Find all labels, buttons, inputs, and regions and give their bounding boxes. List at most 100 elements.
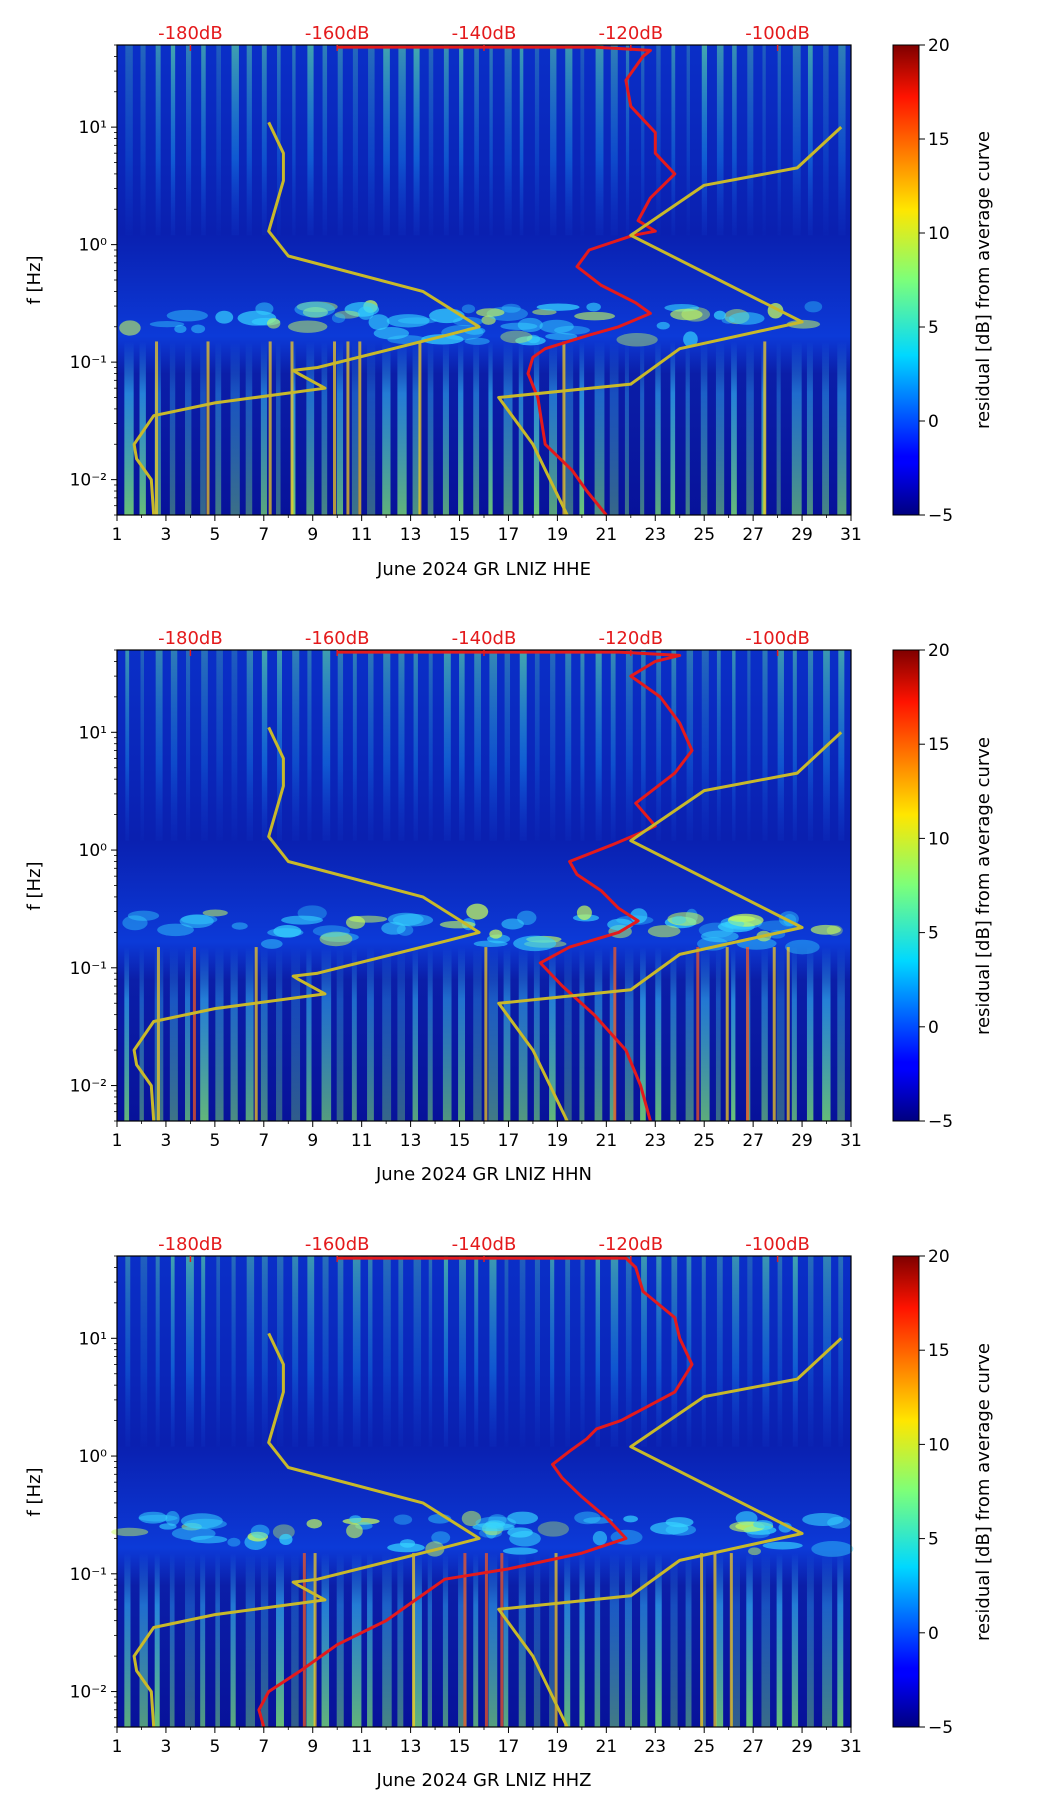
stripe-high: [716, 45, 724, 236]
microseism-blob: [346, 1523, 363, 1539]
stripe-low: [685, 947, 694, 1121]
microseism-blob: [138, 1511, 168, 1524]
x-tick-label: 9: [307, 1131, 318, 1151]
stripe-high: [807, 650, 814, 841]
microseism-blob: [319, 931, 353, 947]
stripe-low: [670, 1553, 678, 1727]
stripe-high: [610, 1256, 619, 1447]
microseism-blob: [294, 301, 336, 318]
stripe-high: [186, 1256, 194, 1447]
stripe-low: [822, 947, 831, 1121]
x-tick-label: 19: [547, 525, 569, 545]
stripe-low: [640, 1553, 648, 1727]
stripe-high: [777, 1256, 783, 1447]
stripe-high: [656, 45, 661, 236]
yellow-noise-model-curve: [132, 726, 481, 1122]
stripe-high: [550, 650, 556, 841]
microseism-blob: [306, 1518, 322, 1529]
microseism-blob: [667, 912, 704, 926]
stripe-high: [261, 45, 267, 236]
stripe-low: [715, 947, 721, 1121]
x-tick-label: 1: [112, 1737, 123, 1757]
microseism-blob: [260, 939, 283, 949]
y-tick-label: 10¹: [79, 723, 107, 743]
microseism-blob: [439, 920, 476, 929]
stripe-high: [307, 650, 312, 841]
stripe-high: [459, 1256, 466, 1447]
stripe-high: [428, 1256, 433, 1447]
stripe-high: [838, 1256, 844, 1447]
stripe-high: [216, 1256, 221, 1447]
hot-stripe: [700, 1553, 704, 1727]
stripe-high: [155, 650, 163, 841]
stripe-low: [579, 1553, 585, 1727]
stripe-high: [747, 650, 751, 841]
stripe-low: [412, 947, 419, 1121]
stripe-low: [731, 1553, 740, 1727]
x-tick-label: 3: [161, 1131, 172, 1151]
stripe-low: [321, 341, 328, 515]
stripe-high: [398, 45, 406, 236]
stripe-low: [427, 341, 434, 515]
x-tick-label: 27: [742, 525, 764, 545]
stripe-high: [534, 650, 540, 841]
colorbar-tick-label: 10: [928, 1435, 950, 1455]
top-db-axis: -180dB -160dB -140dB -120dB -100dB: [158, 23, 810, 51]
x-tick-label: 13: [400, 1737, 422, 1757]
stripe-low: [473, 947, 482, 1121]
stripe-low: [367, 341, 376, 515]
stripe-high: [292, 650, 300, 841]
stripe-low: [245, 341, 253, 515]
stripe-low: [442, 341, 449, 515]
x-tick-label: 17: [498, 1737, 520, 1757]
microseism-blob: [804, 301, 823, 313]
x-tick-label: 23: [644, 525, 666, 545]
stripe-low: [746, 1553, 753, 1727]
stripe-high: [807, 1256, 814, 1447]
stripe-low: [397, 947, 405, 1121]
stripe-high: [443, 45, 449, 236]
stripe-high: [747, 45, 754, 236]
microseism-blob: [191, 324, 206, 334]
stripe-low: [260, 341, 267, 515]
stripe-high: [292, 45, 296, 236]
x-tick-label: 21: [596, 525, 618, 545]
x-tick-label: 25: [693, 1131, 715, 1151]
y-tick-label: 10⁻¹: [70, 353, 107, 373]
x-tick-label: 11: [351, 525, 373, 545]
hot-stripe: [346, 341, 350, 515]
stripe-low: [791, 1553, 799, 1727]
x-tick-label: 13: [400, 1131, 422, 1151]
stripe-low: [685, 341, 690, 515]
stripe-high: [792, 650, 797, 841]
yellow-noise-model-curve: [132, 1332, 481, 1728]
stripe-low: [351, 341, 359, 515]
spectrogram-texture: [111, 1256, 854, 1727]
x-tick-label: 3: [161, 525, 172, 545]
stripe-low: [791, 947, 797, 1121]
stripe-low: [397, 1553, 404, 1727]
stripe-low: [200, 947, 209, 1121]
microseism-blob: [387, 912, 424, 926]
stripe-low: [640, 341, 645, 515]
stripe-low: [594, 947, 603, 1121]
stripe-high: [474, 1256, 479, 1447]
stripe-low: [215, 341, 222, 515]
stripe-high: [246, 650, 254, 841]
stripe-low: [715, 341, 725, 515]
microseism-blob: [231, 922, 248, 930]
stripe-low: [837, 341, 847, 515]
stripe-high: [732, 45, 737, 236]
stripe-high: [610, 45, 618, 236]
top-db-axis: -180dB -160dB -140dB -120dB -100dB: [158, 628, 810, 656]
stripe-low: [291, 947, 301, 1121]
stripe-high: [595, 650, 602, 841]
stripe-high: [701, 650, 709, 841]
colorbar-tick-label: 20: [928, 1247, 950, 1267]
y-axis-ticks: 10⁻² 10⁻¹ 10⁰ 10¹: [70, 649, 117, 1122]
microseism-blob: [266, 318, 281, 329]
microseism-blob: [481, 315, 496, 325]
stripe-low: [806, 1553, 814, 1727]
stripe-low: [822, 1553, 833, 1727]
stripe-high: [459, 650, 465, 841]
